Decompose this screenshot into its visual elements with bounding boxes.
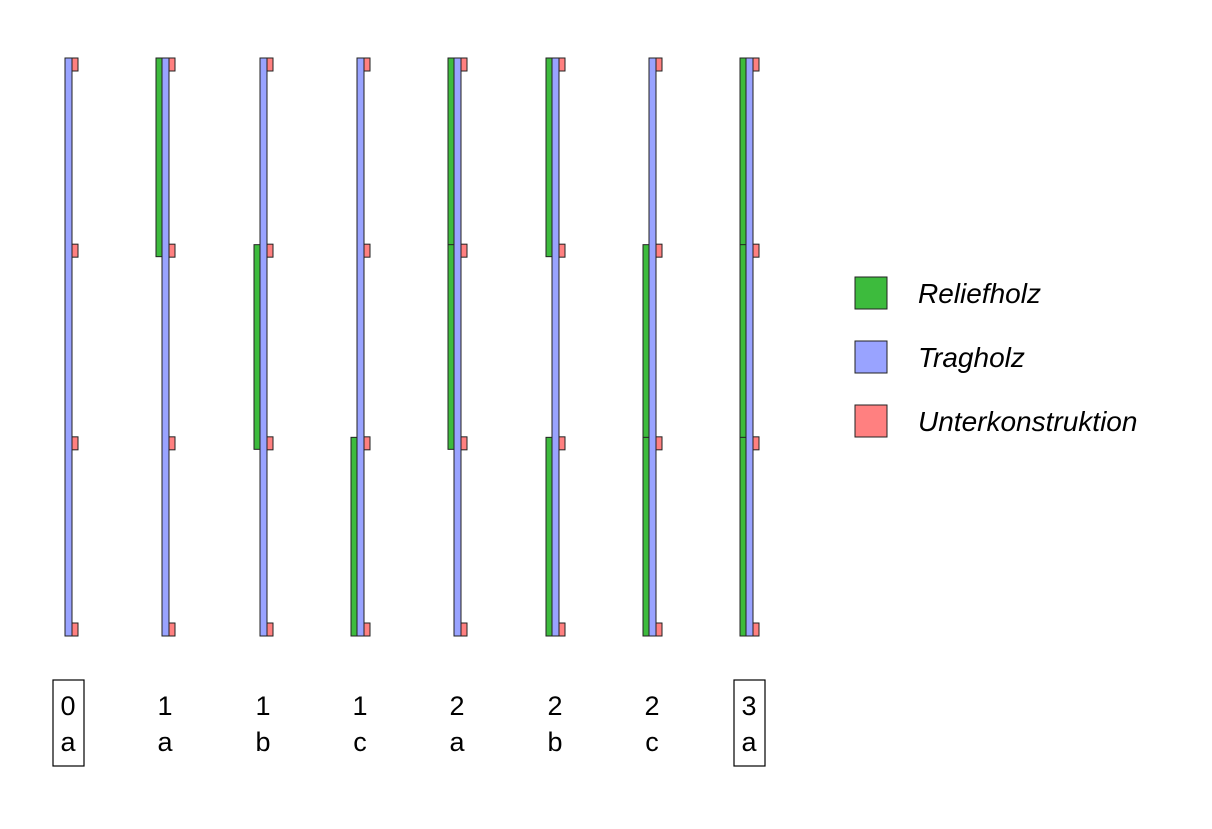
variant-number: 3 [741, 691, 756, 721]
variant-0a [64, 57, 79, 637]
unterkonstruktion-batten [752, 243, 760, 258]
variant-letter: c [353, 727, 367, 757]
unterkonstruktion-batten [363, 622, 371, 637]
variant-1c [350, 57, 371, 637]
variant-label: 1c [352, 691, 367, 757]
variant-letter: b [255, 727, 270, 757]
variant-label: 2b [547, 691, 562, 757]
unterkonstruktion-batten [71, 622, 79, 637]
legend-item-tragholz: Tragholz [854, 340, 1025, 374]
variant-letter: b [547, 727, 562, 757]
variant-number: 2 [547, 691, 562, 721]
unterkonstruktion-batten [168, 436, 176, 451]
unterkonstruktion-batten [266, 622, 274, 637]
legend-swatch [854, 340, 888, 374]
variant-number: 2 [644, 691, 659, 721]
variant-label: 2a [449, 691, 465, 757]
unterkonstruktion-batten [558, 622, 566, 637]
unterkonstruktion-batten [71, 436, 79, 451]
reliefholz-panel [447, 244, 455, 450]
variant-label: 1a [157, 691, 173, 757]
tragholz-board [161, 57, 170, 637]
unterkonstruktion-batten [655, 243, 663, 258]
tragholz-board [259, 57, 268, 637]
variant-label: 0a [52, 679, 85, 767]
variant-1a [155, 57, 176, 637]
reliefholz-panel [253, 244, 261, 450]
unterkonstruktion-batten [363, 57, 371, 72]
unterkonstruktion-batten [752, 436, 760, 451]
variant-columns [64, 57, 760, 637]
tragholz-board [551, 57, 560, 637]
unterkonstruktion-batten [558, 436, 566, 451]
unterkonstruktion-batten [168, 243, 176, 258]
variant-letter: a [157, 727, 173, 757]
variant-number: 1 [352, 691, 367, 721]
variant-2b [545, 57, 566, 637]
variant-label: 2c [644, 691, 659, 757]
legend-swatch [854, 276, 888, 310]
unterkonstruktion-batten [71, 243, 79, 258]
legend-item-unterkonstruktion: Unterkonstruktion [854, 404, 1137, 438]
variant-number: 0 [60, 691, 75, 721]
unterkonstruktion-batten [460, 243, 468, 258]
legend-item-reliefholz: Reliefholz [854, 276, 1041, 310]
variant-3a [739, 57, 760, 637]
reliefholz-panel [545, 57, 553, 258]
reliefholz-panel [155, 57, 163, 258]
reliefholz-panel [739, 436, 747, 637]
unterkonstruktion-batten [655, 622, 663, 637]
variant-letter: a [60, 727, 76, 757]
reliefholz-panel [545, 436, 553, 637]
highlight-box [733, 679, 766, 767]
unterkonstruktion-batten [266, 57, 274, 72]
legend-label: Tragholz [918, 342, 1025, 373]
legend-label: Reliefholz [918, 278, 1041, 309]
unterkonstruktion-batten [752, 57, 760, 72]
unterkonstruktion-batten [655, 436, 663, 451]
unterkonstruktion-batten [266, 243, 274, 258]
tragholz-board [453, 57, 462, 637]
legend-swatch [854, 404, 888, 438]
variant-label: 1b [255, 691, 270, 757]
variant-number: 1 [157, 691, 172, 721]
variant-number: 1 [255, 691, 270, 721]
variant-1b [253, 57, 274, 637]
unterkonstruktion-batten [460, 436, 468, 451]
legend: Reliefholz Tragholz Unterkonstruktion [854, 276, 1137, 438]
unterkonstruktion-batten [71, 57, 79, 72]
tragholz-board [745, 57, 754, 637]
unterkonstruktion-batten [752, 622, 760, 637]
variant-letter: c [645, 727, 659, 757]
unterkonstruktion-batten [558, 243, 566, 258]
unterkonstruktion-batten [363, 243, 371, 258]
tragholz-board [648, 57, 657, 637]
variant-letter: a [449, 727, 465, 757]
reliefholz-panel [739, 57, 747, 258]
reliefholz-panel [350, 436, 358, 637]
reliefholz-panel [642, 244, 650, 450]
reliefholz-panel [447, 57, 455, 258]
unterkonstruktion-batten [558, 57, 566, 72]
unterkonstruktion-batten [168, 622, 176, 637]
reliefholz-panel [739, 244, 747, 450]
highlight-box [52, 679, 85, 767]
legend-label: Unterkonstruktion [918, 406, 1137, 437]
unterkonstruktion-batten [168, 57, 176, 72]
tragholz-board [64, 57, 73, 637]
unterkonstruktion-batten [363, 436, 371, 451]
variant-number: 2 [449, 691, 464, 721]
variant-label: 3a [733, 679, 766, 767]
unterkonstruktion-batten [460, 622, 468, 637]
reliefholz-panel [642, 436, 650, 637]
variant-letter: a [741, 727, 757, 757]
unterkonstruktion-batten [266, 436, 274, 451]
tragholz-board [356, 57, 365, 637]
variant-2a [447, 57, 468, 637]
unterkonstruktion-batten [460, 57, 468, 72]
unterkonstruktion-batten [655, 57, 663, 72]
variant-2c [642, 57, 663, 637]
